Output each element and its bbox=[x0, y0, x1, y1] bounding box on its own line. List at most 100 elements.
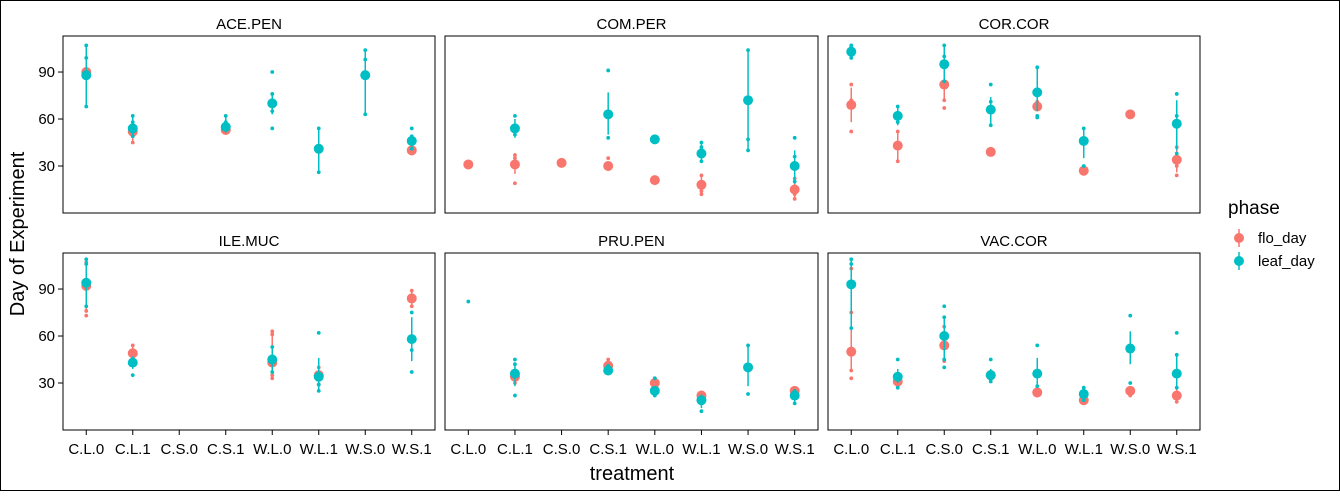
raw-point-leaf_day bbox=[1081, 164, 1086, 168]
facet-title: ILE.MUC bbox=[219, 233, 280, 250]
raw-point-flo_day bbox=[699, 189, 704, 193]
raw-point-leaf_day bbox=[895, 120, 900, 125]
raw-point-flo_day bbox=[792, 197, 797, 201]
mean-point-leaf_day bbox=[313, 143, 324, 154]
raw-point-flo_day bbox=[270, 332, 275, 337]
legend-key-dot bbox=[1234, 256, 1244, 266]
mean-point-flo_day bbox=[556, 157, 567, 168]
mean-point-leaf_day bbox=[360, 70, 371, 81]
raw-point-flo_day bbox=[849, 376, 854, 381]
mean-point-leaf_day bbox=[81, 70, 92, 81]
mean-point-flo_day bbox=[1032, 387, 1043, 398]
raw-point-leaf_day bbox=[363, 48, 368, 52]
raw-point-flo_day bbox=[699, 192, 704, 197]
raw-point-leaf_day bbox=[1035, 65, 1040, 70]
raw-point-leaf_day bbox=[316, 330, 321, 335]
x-tick-label: C.L.1 bbox=[115, 441, 151, 458]
raw-point-flo_day bbox=[270, 373, 275, 378]
raw-point-flo_day bbox=[1174, 173, 1179, 178]
mean-point-flo_day bbox=[649, 175, 660, 186]
mean-point-leaf_day bbox=[696, 395, 707, 406]
mean-point-leaf_day bbox=[127, 123, 138, 134]
mean-point-flo_day bbox=[1125, 385, 1136, 396]
raw-point-flo_day bbox=[84, 313, 89, 318]
raw-point-leaf_day bbox=[513, 362, 517, 367]
raw-point-leaf_day bbox=[409, 146, 414, 151]
raw-point-leaf_day bbox=[988, 82, 993, 87]
raw-point-leaf_day bbox=[409, 310, 414, 315]
facet-panel: ACE.PEN 30 60 90 bbox=[38, 16, 436, 214]
mean-point-leaf_day bbox=[313, 371, 324, 382]
raw-point-leaf_day bbox=[223, 113, 228, 118]
raw-point-leaf_day bbox=[316, 388, 321, 393]
legend: phase flo_day leaf_day bbox=[1228, 198, 1315, 270]
raw-point-flo_day bbox=[942, 106, 947, 110]
mean-point-leaf_day bbox=[267, 98, 278, 109]
raw-point-leaf_day bbox=[84, 43, 89, 48]
y-tick-label: 30 bbox=[38, 375, 55, 392]
x-tick-label: C.L.1 bbox=[497, 441, 533, 458]
x-tick-label: C.S.1 bbox=[589, 441, 627, 458]
y-axis-title: Day of Experiment bbox=[7, 151, 29, 316]
raw-point-leaf_day bbox=[1174, 352, 1179, 357]
x-tick-label: W.L.0 bbox=[253, 441, 291, 458]
raw-point-leaf_day bbox=[316, 126, 321, 131]
mean-point-leaf_day bbox=[81, 277, 92, 288]
mean-point-leaf_day bbox=[649, 385, 660, 396]
x-tick-label: W.L.1 bbox=[1065, 441, 1103, 458]
raw-point-leaf_day bbox=[1174, 113, 1179, 118]
x-axis-title: treatment bbox=[590, 463, 675, 485]
raw-point-leaf_day bbox=[270, 70, 275, 74]
raw-point-leaf_day bbox=[130, 134, 135, 139]
raw-point-flo_day bbox=[849, 368, 854, 373]
x-tick-label: W.L.1 bbox=[300, 441, 338, 458]
raw-point-leaf_day bbox=[652, 376, 657, 381]
raw-point-leaf_day bbox=[849, 56, 854, 60]
mean-point-leaf_day bbox=[649, 134, 660, 145]
mean-point-flo_day bbox=[603, 161, 614, 172]
raw-point-flo_day bbox=[1174, 399, 1179, 404]
legend-key-dot bbox=[1234, 233, 1244, 243]
facet-title: COM.PER bbox=[596, 16, 666, 33]
raw-point-flo_day bbox=[513, 181, 517, 186]
mean-point-leaf_day bbox=[985, 104, 996, 115]
y-tick-label: 60 bbox=[38, 328, 55, 345]
raw-point-leaf_day bbox=[942, 315, 947, 320]
facet-title: PRU.PEN bbox=[598, 233, 665, 250]
y-tick-label: 90 bbox=[38, 64, 55, 81]
raw-point-flo_day bbox=[270, 376, 275, 381]
raw-point-leaf_day bbox=[270, 345, 275, 349]
panel-frame bbox=[444, 252, 819, 431]
x-tick-label: W.S.1 bbox=[392, 441, 432, 458]
raw-point-flo_day bbox=[895, 129, 900, 134]
x-tick-label: C.S.0 bbox=[160, 441, 198, 458]
raw-point-leaf_day bbox=[363, 57, 368, 62]
mean-point-flo_day bbox=[1171, 154, 1182, 165]
raw-point-leaf_day bbox=[513, 393, 517, 398]
mean-point-flo_day bbox=[406, 293, 417, 304]
x-tick-label: C.S.1 bbox=[972, 441, 1010, 458]
mean-point-leaf_day bbox=[1078, 388, 1089, 399]
mean-point-leaf_day bbox=[1032, 368, 1043, 379]
raw-point-flo_day bbox=[270, 329, 275, 334]
raw-point-leaf_day bbox=[513, 132, 517, 137]
raw-point-leaf_day bbox=[606, 135, 611, 140]
mean-point-flo_day bbox=[1171, 390, 1182, 401]
mean-point-flo_day bbox=[939, 79, 950, 90]
raw-point-leaf_day bbox=[746, 148, 750, 153]
x-tick-label: C.L.0 bbox=[450, 441, 486, 458]
x-tick-label: W.S.1 bbox=[775, 441, 815, 458]
raw-point-leaf_day bbox=[1035, 115, 1040, 120]
raw-point-leaf_day bbox=[1174, 330, 1179, 335]
x-tick-label: W.L.0 bbox=[1018, 441, 1056, 458]
y-tick-label: 90 bbox=[38, 281, 55, 298]
mean-point-leaf_day bbox=[603, 109, 614, 120]
mean-point-leaf_day bbox=[1078, 135, 1089, 146]
x-tick-label: C.S.0 bbox=[543, 441, 581, 458]
x-tick-label: W.S.1 bbox=[1157, 441, 1197, 458]
raw-point-flo_day bbox=[606, 156, 611, 161]
mean-point-flo_day bbox=[789, 184, 800, 195]
facet-panel: VAC.COR C.L.0 C.L.1 C.S.0 C.S.1 W.L.0 W.L.1 W.S… bbox=[827, 233, 1201, 458]
raw-point-flo_day bbox=[513, 153, 517, 157]
raw-point-leaf_day bbox=[270, 370, 275, 374]
